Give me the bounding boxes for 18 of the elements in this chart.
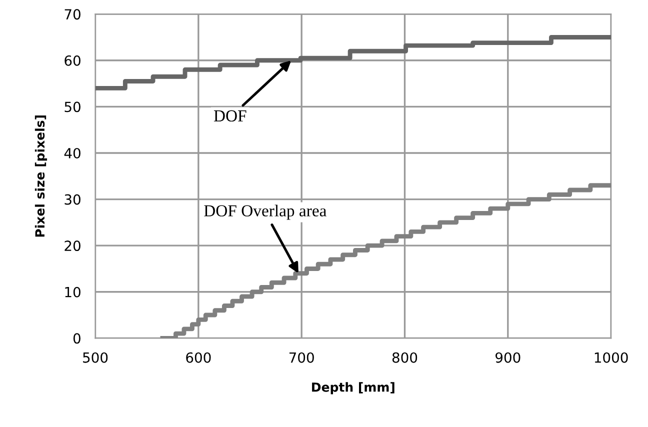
y-tick-label: 30 <box>64 194 80 205</box>
annotation: DOF Overlap area <box>204 204 326 220</box>
y-tick-label: 50 <box>64 102 80 112</box>
x-tick-label: 800 <box>392 352 418 363</box>
y-tick-label: 20 <box>64 240 80 252</box>
y-tick-label: 70 <box>64 9 80 20</box>
x-tick-label: 1000 <box>594 352 628 363</box>
x-axis-title: Depth [mm] <box>312 382 394 394</box>
x-tick-label: 700 <box>289 352 314 363</box>
y-tick-label: 10 <box>65 286 80 298</box>
x-tick-label: 500 <box>83 352 108 363</box>
x-tick-label: 900 <box>496 352 520 363</box>
annotation: DOF <box>214 110 246 122</box>
y-tick-label: 60 <box>64 55 80 66</box>
y-axis-title: Pixel size [pixels] <box>34 116 48 237</box>
y-tick-label: 0 <box>73 333 80 344</box>
x-tick-label: 600 <box>186 352 211 363</box>
y-tick-label: 40 <box>64 148 80 158</box>
